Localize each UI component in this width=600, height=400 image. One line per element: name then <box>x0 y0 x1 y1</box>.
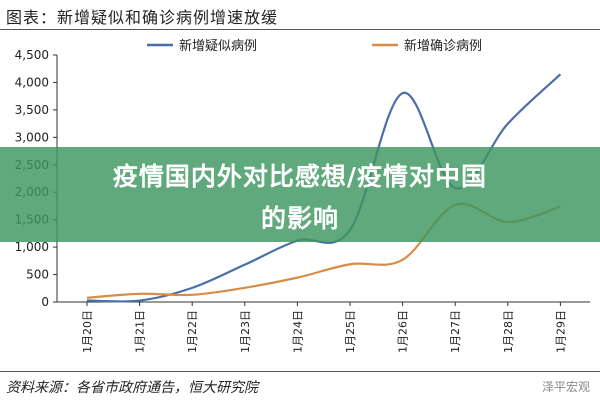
legend-label: 新增疑似病例 <box>179 38 257 54</box>
banner-title-line2: 的影响 <box>260 204 339 233</box>
y-tick-label: 4,500 <box>15 48 49 62</box>
top-divider <box>0 29 600 30</box>
source-footer: 资料来源：各省市政府通告，恒大研究院 泽平宏观 <box>0 372 600 400</box>
x-tick-label: 1月27日 <box>449 310 462 353</box>
chart-header: 图表：新增疑似和确诊病例增速放缓 <box>0 0 600 30</box>
x-tick-label: 1月21日 <box>134 310 147 353</box>
legend-label: 新增确诊病例 <box>404 38 482 54</box>
x-tick-label: 1月24日 <box>291 310 304 353</box>
y-tick-label: 1,000 <box>15 240 49 254</box>
y-tick-label: 3,500 <box>15 103 49 117</box>
chart-title: 图表：新增疑似和确诊病例增速放缓 <box>6 8 279 27</box>
banner-title-line1: 疫情国内外对比感想/疫情对中国 <box>112 162 488 191</box>
x-tick-label: 1月28日 <box>502 310 515 353</box>
bottom-divider <box>0 371 600 372</box>
x-tick-label: 1月23日 <box>239 310 252 353</box>
x-tick-label: 1月25日 <box>344 310 357 353</box>
y-tick-label: 4,000 <box>15 75 49 89</box>
title-banner: 疫情国内外对比感想/疫情对中国 的影响 <box>0 147 600 242</box>
x-tick-label: 1月22日 <box>186 310 199 353</box>
x-tick-label: 1月26日 <box>397 310 410 353</box>
source-note: 资料来源：各省市政府通告，恒大研究院 <box>6 380 258 396</box>
y-tick-label: 500 <box>26 268 49 282</box>
y-tick-label: 0 <box>41 295 49 309</box>
y-tick-label: 3,000 <box>15 130 49 144</box>
watermark-label: 泽平宏观 <box>541 380 590 394</box>
x-tick-label: 1月20日 <box>81 310 94 353</box>
x-tick-label: 1月29日 <box>554 310 567 353</box>
